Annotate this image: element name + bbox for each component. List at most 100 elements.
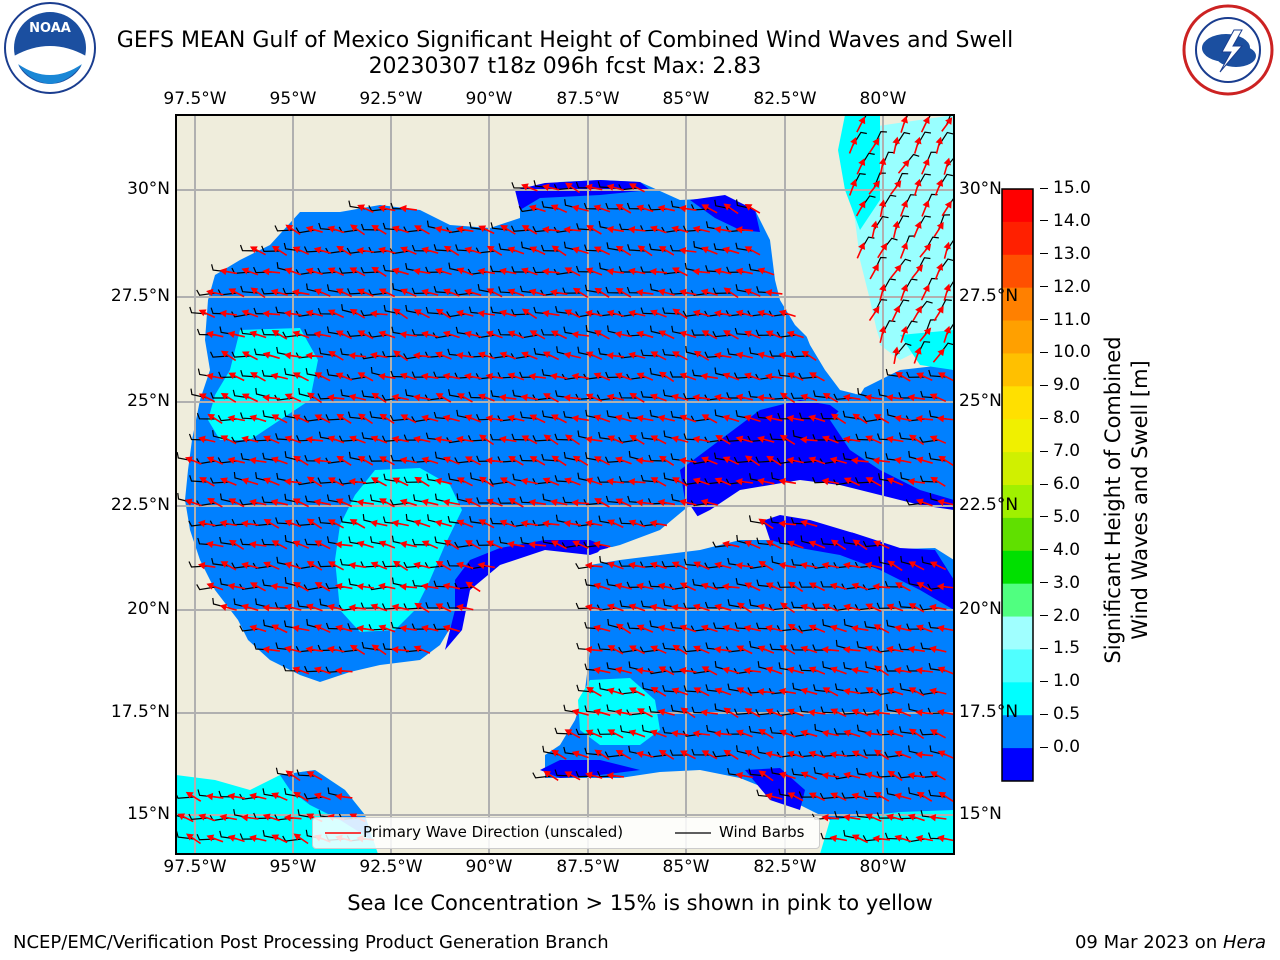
wave-arrow xyxy=(787,623,804,634)
date-text: 09 Mar 2023 on Hera xyxy=(1075,932,1266,953)
colorbar-tick-label: 13.0 xyxy=(1053,243,1091,264)
wave-arrow xyxy=(650,687,667,697)
wave-arrow xyxy=(485,372,504,381)
wave-arrow xyxy=(894,834,912,843)
wave-arrow xyxy=(349,519,366,529)
wave-arrow xyxy=(765,624,783,633)
wave-arrow xyxy=(800,771,818,780)
wave-arrow xyxy=(864,771,882,779)
wave-arrow xyxy=(723,749,739,760)
wave-arrow xyxy=(571,372,590,381)
wave-arrow xyxy=(821,477,839,486)
wave-arrow xyxy=(442,582,460,590)
wave-arrow xyxy=(606,561,624,570)
wave-arrow xyxy=(198,309,216,319)
wave-arrow xyxy=(477,351,495,360)
wave-arrow xyxy=(521,225,538,235)
lon-label-bottom: 97.5°W xyxy=(163,857,227,877)
wave-arrow xyxy=(270,372,288,380)
wave-arrow xyxy=(671,687,689,696)
colorbar-tick-label: 9.0 xyxy=(1053,375,1081,396)
wave-arrow-legend-icon xyxy=(325,832,361,834)
wave-arrow xyxy=(563,394,582,402)
wave-arrow xyxy=(412,393,431,402)
wave-arrow xyxy=(744,330,761,339)
wave-arrow xyxy=(758,770,774,782)
wave-arrow xyxy=(628,309,646,317)
wave-arrow xyxy=(227,582,246,591)
wave-arrow xyxy=(521,435,538,445)
wave-arrow xyxy=(443,539,460,550)
wave-arrow xyxy=(456,435,474,444)
wave-arrow xyxy=(614,414,632,423)
wave-arrow xyxy=(350,224,366,236)
wave-arrow xyxy=(585,309,603,318)
wave-arrow xyxy=(943,325,951,343)
wave-arrow xyxy=(455,225,474,234)
colorbar-tick: 4.0 xyxy=(1040,540,1080,560)
wave-arrow xyxy=(735,477,754,486)
wave-arrow xyxy=(435,561,452,571)
wave-arrow xyxy=(413,519,431,528)
wave-arrow xyxy=(700,498,718,506)
wave-arrow xyxy=(327,309,345,319)
wave-arrow xyxy=(508,456,524,466)
wave-arrow xyxy=(271,330,288,340)
wave-arrow xyxy=(593,708,611,717)
wave-arrow xyxy=(628,561,646,570)
wave-arrow xyxy=(615,204,632,214)
wave-arrow xyxy=(314,288,331,297)
wave-arrow xyxy=(285,770,301,782)
wave-arrow xyxy=(943,283,951,301)
dark-blue-campeche xyxy=(445,540,610,650)
wave-arrow xyxy=(464,498,481,508)
wind-barb xyxy=(690,667,711,675)
wave-arrow xyxy=(915,498,933,507)
wave-arrow xyxy=(722,246,740,255)
wave-arrow xyxy=(399,583,418,591)
wave-arrow xyxy=(764,372,783,381)
colorbar-tick: 15.0 xyxy=(1040,178,1091,198)
wave-arrow xyxy=(357,456,374,466)
wave-arrow xyxy=(550,540,567,550)
colorbar-tick-label: 10.0 xyxy=(1053,342,1091,363)
wave-arrow xyxy=(678,246,697,255)
dark-blue-yucatan xyxy=(540,760,640,778)
wave-arrow xyxy=(692,729,711,738)
colorbar-band xyxy=(1002,682,1033,716)
wave-arrow xyxy=(262,268,281,276)
wave-arrow xyxy=(636,372,654,381)
wave-arrow xyxy=(291,624,310,633)
wave-arrow xyxy=(219,309,238,318)
wave-arrow xyxy=(485,330,503,339)
wave-arrow xyxy=(220,561,237,571)
wave-arrow xyxy=(889,264,902,279)
wave-arrow xyxy=(787,540,804,549)
wave-arrow xyxy=(499,309,517,317)
wave-arrow xyxy=(284,393,302,403)
wave-arrow xyxy=(872,456,890,465)
colorbar-tick-mark xyxy=(1040,746,1048,748)
wave-arrow xyxy=(508,498,524,508)
colorbar-tick-mark xyxy=(1040,483,1048,485)
wave-arrow xyxy=(348,435,366,444)
wave-arrow xyxy=(934,179,944,196)
wave-arrow xyxy=(271,245,288,256)
wave-arrow xyxy=(657,582,675,590)
wave-arrow xyxy=(205,792,224,801)
wave-arrow xyxy=(765,708,783,717)
colorbar-band xyxy=(1002,485,1033,519)
wave-arrow xyxy=(868,137,880,154)
wind-barb xyxy=(532,772,552,779)
wave-arrow xyxy=(852,539,868,551)
wave-arrow xyxy=(908,687,925,697)
wave-arrow xyxy=(628,267,646,276)
wave-arrow xyxy=(635,288,654,297)
wave-arrow xyxy=(874,665,890,677)
wave-arrow xyxy=(284,267,302,276)
wave-arrow xyxy=(692,603,710,612)
wave-arrow xyxy=(713,393,732,402)
wind-barb xyxy=(510,225,531,232)
wave-arrow xyxy=(735,393,753,401)
wave-arrow xyxy=(864,645,882,654)
